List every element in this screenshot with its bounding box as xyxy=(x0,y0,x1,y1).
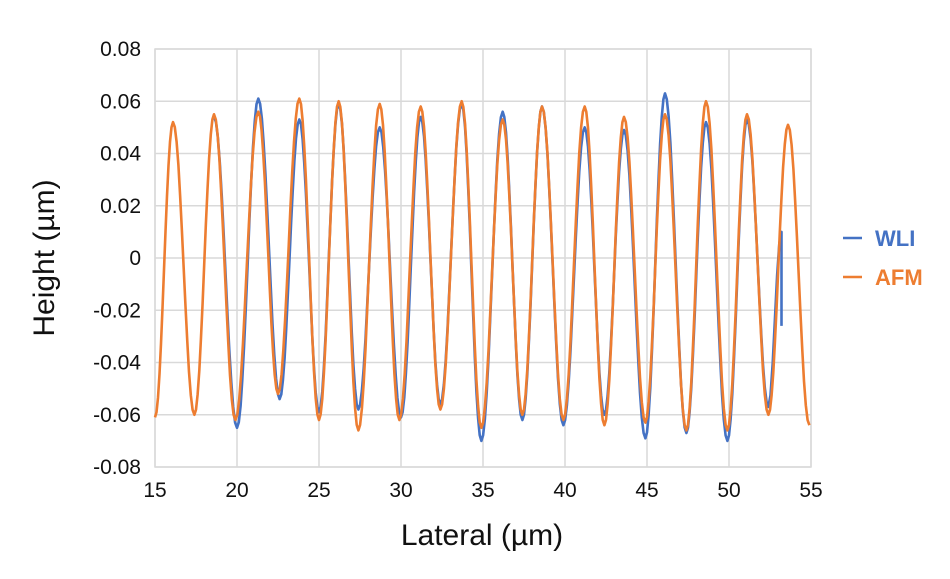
x-tick-label: 50 xyxy=(717,479,740,502)
x-tick-label: 45 xyxy=(635,479,658,502)
legend-label-wli: WLI xyxy=(875,226,915,251)
y-tick-label: 0.02 xyxy=(100,195,141,218)
y-tick-label: 0.04 xyxy=(100,143,141,166)
y-tick-label: 0.06 xyxy=(100,90,141,113)
y-tick-label: -0.04 xyxy=(93,352,141,375)
x-tick-label: 20 xyxy=(225,479,248,502)
y-tick-label: -0.06 xyxy=(93,404,141,427)
x-tick-label: 55 xyxy=(799,479,822,502)
x-tick-label: 15 xyxy=(143,479,166,502)
legend-label-afm: AFM xyxy=(875,265,923,290)
y-tick-label: -0.02 xyxy=(93,299,141,322)
x-axis-title: Lateral (µm) xyxy=(401,519,563,552)
y-tick-label: 0 xyxy=(129,247,141,270)
legend: WLI AFM xyxy=(843,226,923,290)
y-axis-ticks: 0.08 0.06 0.04 0.02 0 -0.02 -0.04 -0.06 -0.08 xyxy=(93,38,141,479)
legend-item-wli: WLI xyxy=(843,226,915,251)
x-tick-label: 25 xyxy=(307,479,330,502)
legend-item-afm: AFM xyxy=(843,265,923,290)
x-tick-label: 35 xyxy=(471,479,494,502)
gridlines xyxy=(154,48,812,468)
x-tick-label: 30 xyxy=(389,479,412,502)
plot-area-border xyxy=(154,48,812,468)
plot-series xyxy=(153,92,811,443)
x-tick-label: 40 xyxy=(553,479,576,502)
afm-series-line xyxy=(153,97,811,432)
y-tick-label: -0.08 xyxy=(93,456,141,479)
x-axis-ticks: 15 20 25 30 35 40 45 50 55 xyxy=(143,479,822,502)
y-axis-title: Height (µm) xyxy=(28,179,61,336)
y-tick-label: 0.08 xyxy=(100,38,141,61)
